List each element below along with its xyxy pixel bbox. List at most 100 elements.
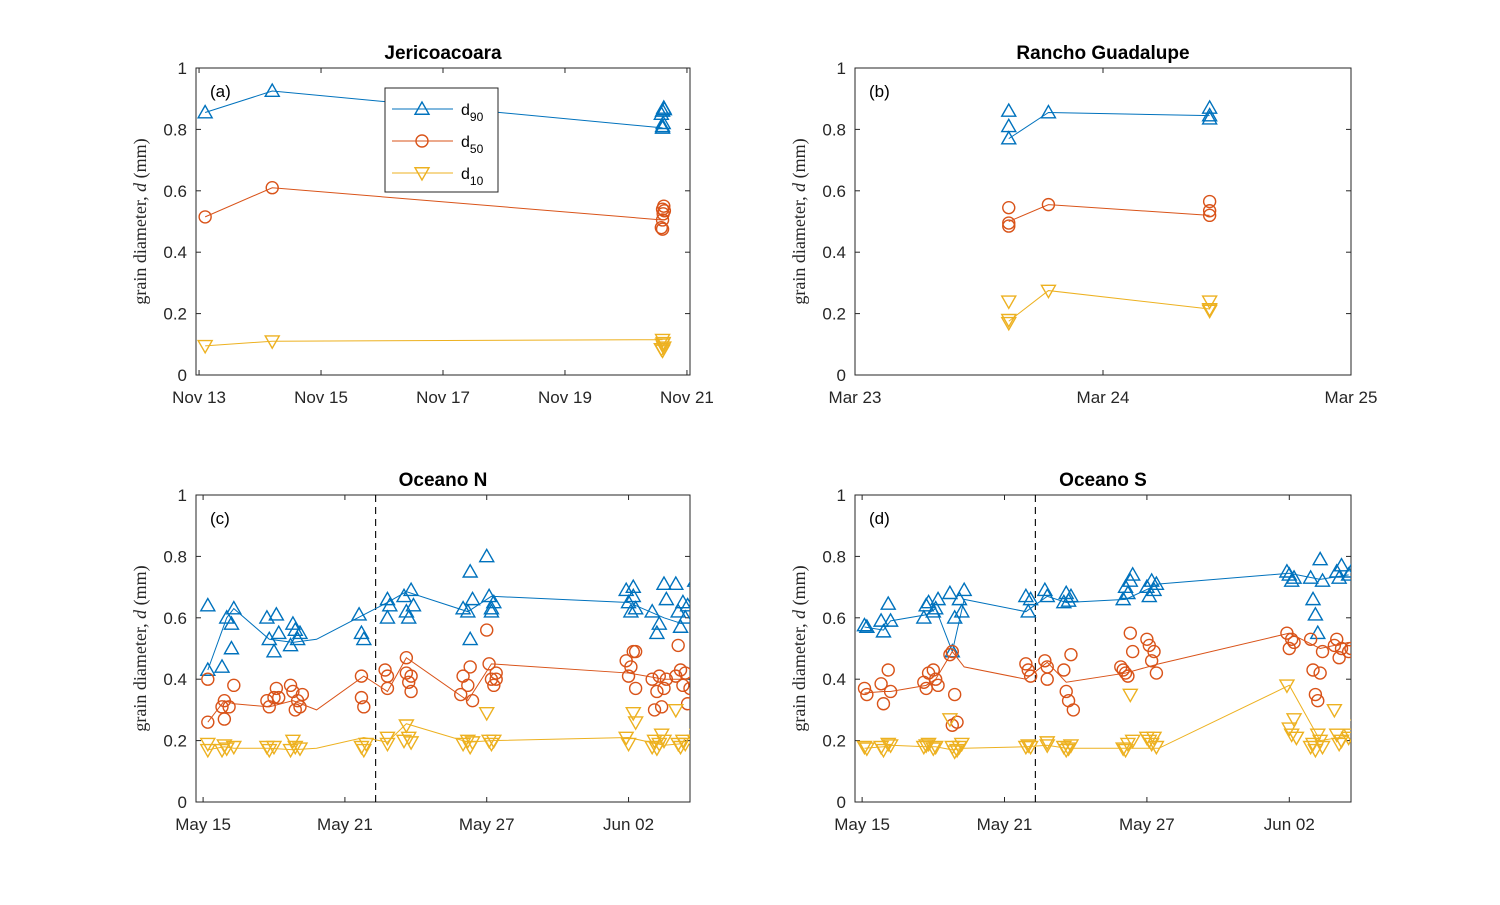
panel-label: (b) [869, 82, 890, 101]
data-point-d50 [217, 712, 232, 726]
y-axis-label-var: d [789, 182, 809, 192]
data-point-d90 [1022, 590, 1039, 606]
data-point-d10 [654, 333, 671, 349]
series-line-d90 [204, 90, 663, 129]
legend-marker-d50 [415, 134, 429, 148]
data-point-d50 [1327, 638, 1342, 653]
y-tick-label: 0.8 [822, 547, 846, 566]
data-point-d10 [941, 713, 959, 728]
data-point-d50 [876, 697, 891, 711]
data-point-d90 [480, 587, 498, 603]
series-line-d50 [204, 187, 663, 221]
data-point-d90 [1309, 624, 1326, 640]
data-point-d90 [654, 119, 671, 134]
subplot-3: 0 0.2 0.4 0.6 0.8 1 May 15 May 21 May 27 Jun 02 Oc… [130, 470, 706, 834]
data-point-d10 [1020, 739, 1037, 754]
data-point-d50 [1021, 663, 1035, 677]
data-point-d50 [943, 647, 957, 662]
data-point-d90 [1201, 99, 1218, 114]
data-point-d90 [692, 617, 706, 629]
data-point-d50 [1002, 216, 1016, 230]
legend-marker-d10 [413, 167, 431, 182]
series-line-d50 [207, 656, 683, 723]
data-point-d10 [920, 737, 937, 753]
data-point-d50 [647, 703, 662, 717]
legend-box [384, 87, 499, 193]
y-axis-label-unit: (mm) [130, 138, 151, 183]
data-point-d50 [1123, 626, 1137, 640]
legend-marker-d90 [413, 100, 431, 115]
data-point-d50 [269, 681, 284, 696]
data-point-d50 [1066, 703, 1081, 717]
data-point-d90 [284, 615, 302, 630]
data-point-d50 [354, 690, 369, 705]
data-point-d50 [693, 673, 705, 685]
data-point-d50 [357, 700, 371, 714]
data-point-d50 [1352, 630, 1364, 642]
data-point-d10 [1122, 688, 1139, 703]
data-point-d10 [264, 335, 281, 350]
y-tick-label: 0.8 [163, 547, 187, 566]
data-point-d90 [1307, 606, 1324, 621]
y-axis-label-var: d [130, 609, 150, 619]
data-point-d90 [625, 578, 642, 594]
data-point-d90 [264, 82, 281, 97]
data-point-d50 [1313, 666, 1327, 680]
subplot-2: 0 0.2 0.4 0.6 0.8 1 Mar 23 Mar 24 Mar 25 Rancho G… [789, 43, 1377, 407]
data-point-d10 [199, 743, 217, 759]
data-point-d50 [683, 681, 690, 696]
data-point-d90 [677, 609, 690, 624]
data-point-d90 [927, 600, 944, 615]
y-tick-label: 0.4 [822, 243, 846, 262]
legend-label-sub: 50 [470, 142, 484, 156]
data-point-d10 [953, 737, 971, 753]
data-point-d50 [222, 700, 236, 714]
data-point-d10 [218, 742, 235, 757]
legend-label-d90: d90 [461, 102, 484, 124]
data-point-d90 [402, 581, 420, 597]
y-tick-label: 0.6 [822, 609, 846, 628]
y-tick-label: 1 [837, 486, 846, 505]
data-point-d90 [379, 609, 396, 624]
data-point-d90 [225, 600, 243, 615]
data-point-d50 [926, 663, 941, 677]
data-point-d90 [951, 590, 968, 606]
data-point-d10 [1000, 295, 1017, 310]
x-tick-label: May 21 [977, 815, 1033, 834]
data-point-d90 [223, 640, 240, 655]
data-point-d10 [677, 737, 690, 753]
legend-label-d50: d50 [461, 134, 484, 156]
data-point-d10 [880, 737, 897, 753]
data-point-d90 [355, 630, 373, 646]
data-point-d50 [267, 690, 281, 705]
data-point-d50 [657, 681, 671, 696]
y-axis-label-unit: (mm) [130, 565, 151, 610]
data-point-d50 [1140, 632, 1154, 646]
y-axis-label-text: grain diameter, [130, 619, 150, 732]
data-point-d10 [925, 742, 942, 757]
data-point-d90 [658, 590, 675, 606]
data-point-d50 [487, 678, 501, 693]
data-point-d50 [645, 672, 659, 686]
y-tick-label: 0.4 [163, 243, 187, 262]
data-layer [196, 82, 673, 359]
x-tick-label: May 15 [834, 815, 890, 834]
data-point-d90 [872, 612, 890, 627]
data-point-d50 [1149, 666, 1164, 680]
data-point-d50 [227, 678, 241, 693]
data-point-d10 [654, 336, 672, 352]
data-point-d50 [671, 638, 685, 653]
data-point-d10 [1342, 728, 1351, 743]
data-point-d50 [1057, 663, 1071, 677]
data-point-d90 [1311, 551, 1329, 566]
data-point-d90 [622, 603, 640, 618]
y-axis-label-var: d [130, 182, 150, 192]
data-point-d50 [655, 213, 670, 227]
data-point-d10 [1278, 679, 1296, 694]
legend-label-base: d [461, 166, 470, 183]
x-tick-label: May 21 [317, 815, 373, 834]
data-point-d90 [1036, 581, 1054, 597]
data-point-d90 [483, 603, 500, 618]
data-point-d50 [402, 675, 416, 689]
